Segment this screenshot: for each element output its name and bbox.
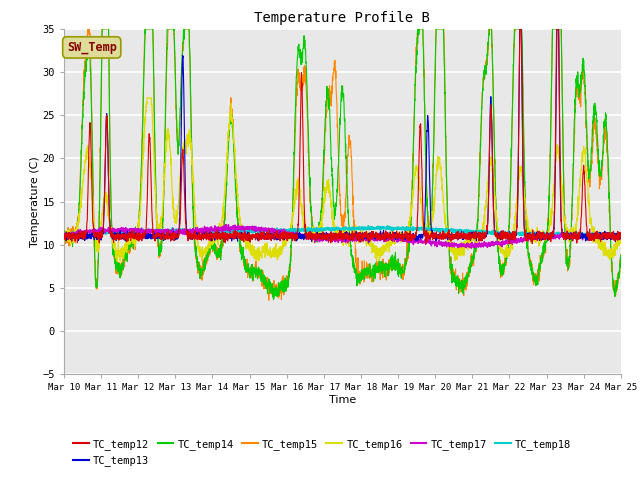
TC_temp12 xyxy=(274,232,282,238)
TC_temp17 xyxy=(60,234,68,240)
TC_temp12 xyxy=(547,236,554,241)
X-axis label: Time: Time xyxy=(329,395,356,405)
TC_temp16 xyxy=(298,204,306,210)
TC_temp16 xyxy=(157,214,164,220)
TC_temp14 xyxy=(157,242,164,248)
TC_temp18 xyxy=(124,228,131,234)
TC_temp18 xyxy=(60,233,68,239)
TC_temp15 xyxy=(606,226,614,232)
TC_temp16 xyxy=(113,258,121,264)
TC_temp15 xyxy=(617,257,625,263)
TC_temp14 xyxy=(298,55,306,61)
TC_temp16 xyxy=(617,238,625,243)
TC_temp14 xyxy=(99,26,106,32)
Y-axis label: Temperature (C): Temperature (C) xyxy=(29,156,40,247)
TC_temp13 xyxy=(274,237,282,242)
TC_temp18 xyxy=(550,234,558,240)
TC_temp12 xyxy=(124,231,131,237)
TC_temp17 xyxy=(617,233,625,239)
TC_temp17 xyxy=(124,227,131,232)
TC_temp14 xyxy=(617,252,625,258)
TC_temp12 xyxy=(506,241,513,247)
TC_temp13 xyxy=(298,233,305,239)
TC_temp16 xyxy=(124,238,132,243)
Line: TC_temp13: TC_temp13 xyxy=(64,29,621,241)
TC_temp15 xyxy=(157,239,164,245)
TC_temp15 xyxy=(85,26,93,32)
Text: SW_Temp: SW_Temp xyxy=(67,41,116,54)
TC_temp15 xyxy=(124,248,132,254)
TC_temp18 xyxy=(606,233,614,239)
TC_temp17 xyxy=(606,234,614,240)
TC_temp17 xyxy=(547,234,554,240)
TC_temp18 xyxy=(617,232,625,238)
TC_temp13 xyxy=(124,228,131,234)
Title: Temperature Profile B: Temperature Profile B xyxy=(255,11,430,25)
TC_temp13 xyxy=(617,234,625,240)
TC_temp14 xyxy=(606,230,614,236)
Legend: TC_temp12, TC_temp13, TC_temp14, TC_temp15, TC_temp16, TC_temp17, TC_temp18: TC_temp12, TC_temp13, TC_temp14, TC_temp… xyxy=(69,435,575,470)
TC_temp12 xyxy=(157,231,164,237)
Line: TC_temp18: TC_temp18 xyxy=(64,226,621,237)
Line: TC_temp17: TC_temp17 xyxy=(64,225,621,248)
TC_temp17 xyxy=(467,245,475,251)
TC_temp13 xyxy=(612,239,620,244)
TC_temp15 xyxy=(547,154,554,159)
Line: TC_temp15: TC_temp15 xyxy=(64,29,621,300)
TC_temp12 xyxy=(617,231,625,237)
Line: TC_temp16: TC_temp16 xyxy=(64,98,621,261)
TC_temp14 xyxy=(269,297,277,302)
TC_temp18 xyxy=(364,223,372,228)
Line: TC_temp14: TC_temp14 xyxy=(64,29,621,300)
TC_temp13 xyxy=(516,26,524,32)
TC_temp18 xyxy=(298,228,305,234)
TC_temp17 xyxy=(274,229,282,235)
TC_temp16 xyxy=(60,237,68,242)
TC_temp16 xyxy=(143,95,151,101)
TC_temp14 xyxy=(547,146,554,152)
TC_temp13 xyxy=(606,232,614,238)
TC_temp12 xyxy=(516,26,524,32)
TC_temp15 xyxy=(60,226,68,232)
TC_temp16 xyxy=(274,251,282,256)
TC_temp17 xyxy=(222,222,230,228)
TC_temp13 xyxy=(546,236,554,242)
TC_temp14 xyxy=(60,228,68,233)
TC_temp17 xyxy=(157,229,164,235)
TC_temp14 xyxy=(124,243,132,249)
TC_temp15 xyxy=(265,298,273,303)
TC_temp15 xyxy=(274,288,282,294)
TC_temp18 xyxy=(157,228,164,233)
TC_temp16 xyxy=(547,219,554,225)
TC_temp13 xyxy=(157,232,164,238)
TC_temp12 xyxy=(60,235,68,240)
TC_temp14 xyxy=(274,291,282,297)
TC_temp12 xyxy=(298,84,305,90)
TC_temp13 xyxy=(60,234,68,240)
TC_temp16 xyxy=(606,251,614,257)
TC_temp15 xyxy=(298,80,306,86)
TC_temp17 xyxy=(298,233,306,239)
TC_temp18 xyxy=(546,232,554,238)
TC_temp12 xyxy=(606,231,614,237)
TC_temp18 xyxy=(274,229,282,235)
Line: TC_temp12: TC_temp12 xyxy=(64,29,621,244)
